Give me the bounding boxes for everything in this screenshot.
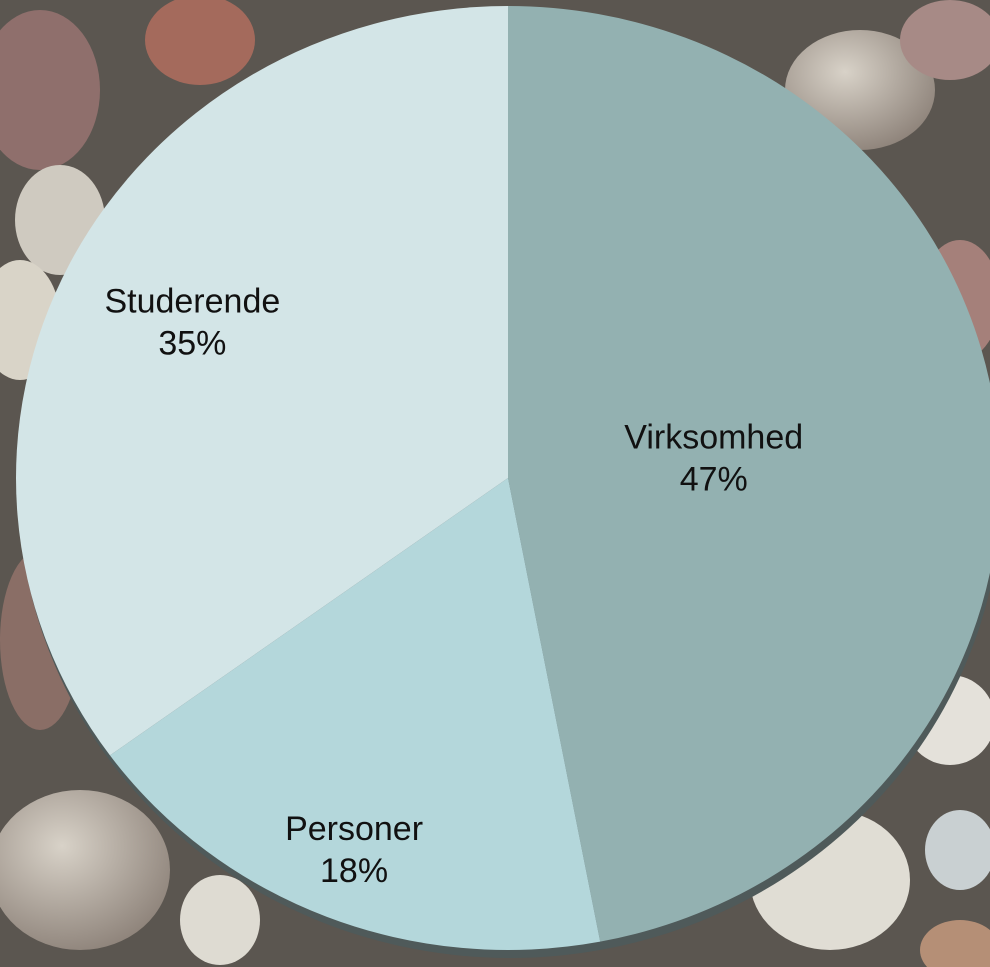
slice-label: Personer <box>285 810 423 848</box>
chart: Virksomhed 47% Personer 18% Studerende 35% <box>0 0 990 967</box>
slice-value-label: 18% <box>320 852 388 890</box>
slice-label: Studerende <box>104 283 280 321</box>
slice-value-label: 47% <box>680 460 748 498</box>
page: Virksomhed47%Personer18%Studerende35% ((… <box>0 0 990 967</box>
pie: Virksomhed 47% Personer 18% Studerende 35% <box>16 6 990 950</box>
slice-label: Virksomhed <box>624 418 803 456</box>
slice-value-label: 35% <box>158 325 226 363</box>
